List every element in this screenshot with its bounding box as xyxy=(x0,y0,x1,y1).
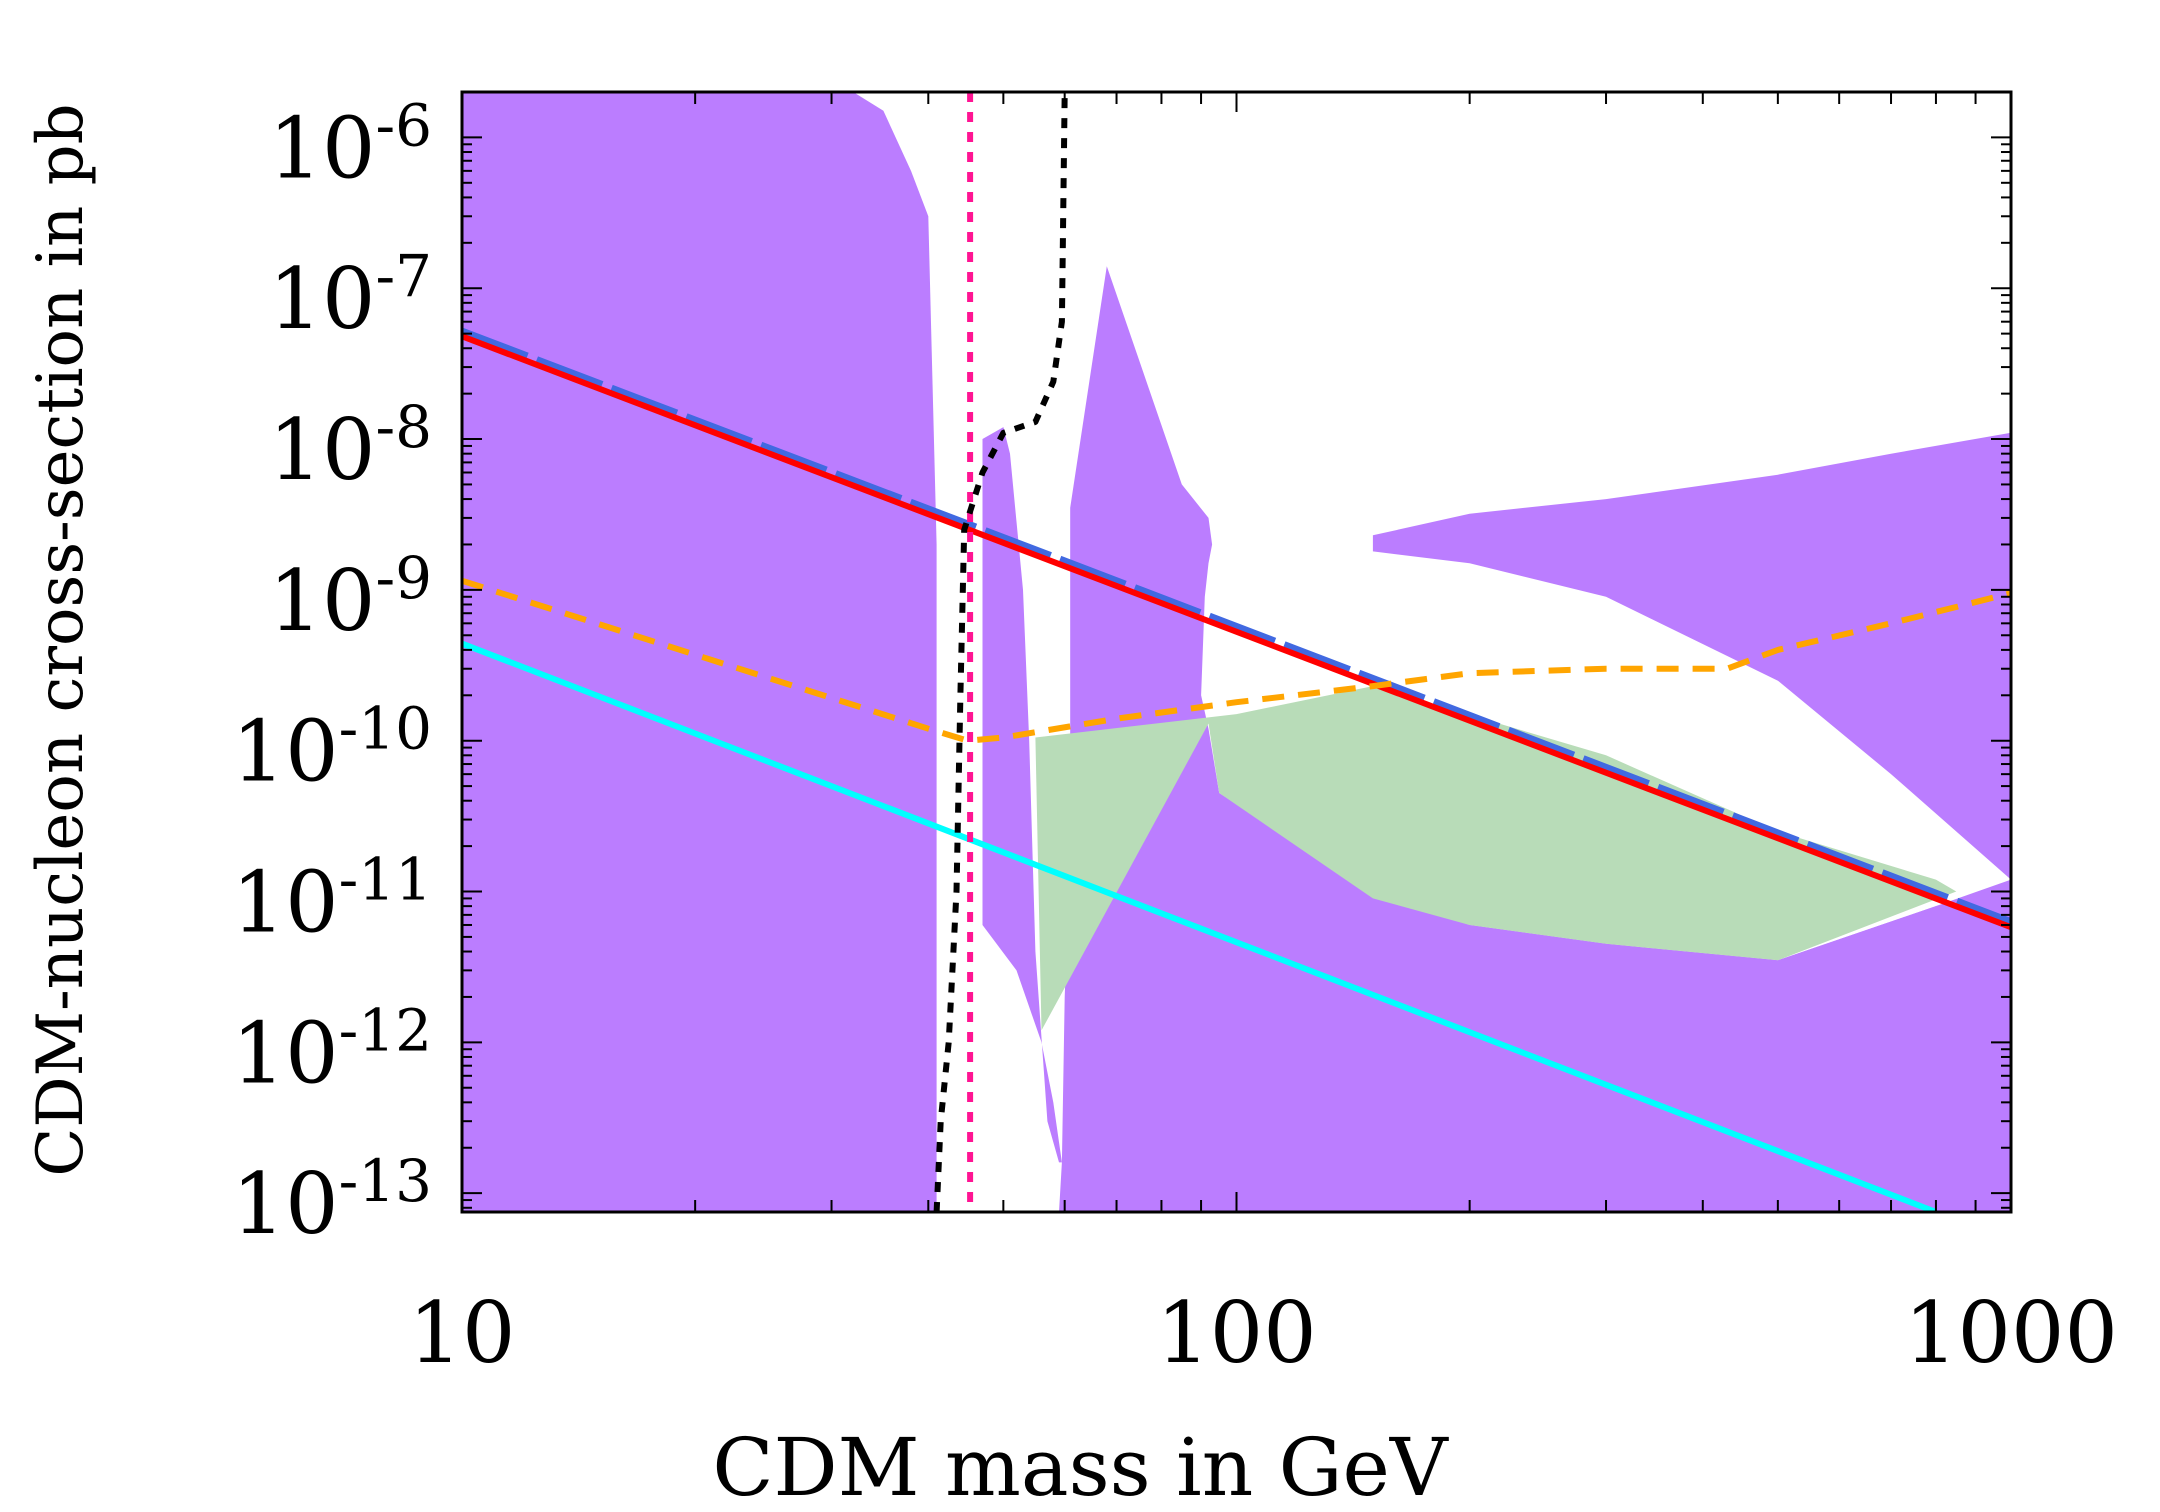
allowed-region-purple-spike xyxy=(1059,266,2011,1212)
cyan-solid-line xyxy=(462,640,1937,1212)
y-axis-label: CDM-nucleon cross-section in pb xyxy=(24,103,98,1176)
y-tick-label: 10-11 xyxy=(232,846,432,952)
green-shaded-region xyxy=(1035,686,1957,1031)
x-tick-label: 10 xyxy=(409,1284,516,1382)
y-tick-label: 10-8 xyxy=(269,393,432,499)
x-axis-label: CDM mass in GeV xyxy=(712,1421,1449,1512)
blue-dashed-limit xyxy=(462,327,2011,926)
shaded-regions xyxy=(462,92,2011,1212)
allowed-region-purple-left xyxy=(462,92,937,1212)
y-tick-label: 10-6 xyxy=(269,91,432,197)
series-lines xyxy=(462,92,2011,1212)
x-tick-label: 100 xyxy=(1156,1284,1316,1382)
y-tick-label: 10-7 xyxy=(269,242,432,348)
y-tick-label: 10-13 xyxy=(232,1147,432,1253)
y-tick-label: 10-9 xyxy=(269,544,432,650)
y-tick-label: 10-12 xyxy=(232,996,432,1102)
y-tick-label: 10-10 xyxy=(232,695,432,801)
allowed-region-purple-narrow xyxy=(982,427,1062,1163)
axes xyxy=(460,90,2013,1214)
x-tick-label: 1000 xyxy=(1904,1284,2118,1382)
tick-labels: 10 100 1000 10-6 10-7 10-8 10-9 10-10 10-11 10-12… xyxy=(232,91,2118,1382)
red-solid-limit xyxy=(462,333,2011,931)
orange-dashed-line xyxy=(462,577,2011,744)
